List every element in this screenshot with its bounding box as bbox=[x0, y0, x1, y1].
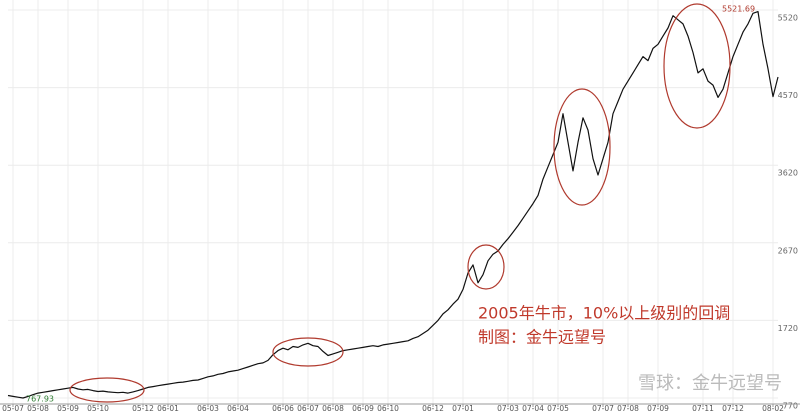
x-tick-label: 07-12 bbox=[722, 404, 744, 413]
y-tick-label: 2670 bbox=[778, 246, 798, 255]
x-tick-label: 05-10 bbox=[87, 404, 109, 413]
x-tick-label: 06-09 bbox=[352, 404, 374, 413]
x-tick-label: 07-03 bbox=[497, 404, 519, 413]
y-tick-label: 4570 bbox=[778, 91, 798, 100]
x-tick-label: 07-08 bbox=[617, 404, 639, 413]
x-tick-label: 06-12 bbox=[422, 404, 444, 413]
highlight-ellipse bbox=[467, 244, 505, 290]
x-tick-label: 06-10 bbox=[377, 404, 399, 413]
y-tick-label: 3620 bbox=[778, 169, 798, 178]
x-tick-label: 05-07 bbox=[2, 404, 24, 413]
x-tick-label: 05-08 bbox=[27, 404, 49, 413]
highlight-ellipse bbox=[553, 88, 611, 206]
y-tick-label: 1720 bbox=[778, 324, 798, 333]
x-tick-label: 08-02 bbox=[762, 404, 784, 413]
x-tick-label: 06-07 bbox=[297, 404, 319, 413]
x-tick-label: 07-05 bbox=[547, 404, 569, 413]
x-tick-label: 07-07 bbox=[592, 404, 614, 413]
x-tick-label: 07-04 bbox=[522, 404, 544, 413]
y-tick-label: 5520 bbox=[778, 14, 798, 23]
watermark: 雪球：金牛远望号 bbox=[638, 373, 782, 394]
x-tick-label: 07-09 bbox=[647, 404, 669, 413]
x-tick-label: 05-09 bbox=[57, 404, 79, 413]
x-tick-label: 06-03 bbox=[197, 404, 219, 413]
x-tick-label: 06-06 bbox=[272, 404, 294, 413]
x-tick-label: 06-01 bbox=[157, 404, 179, 413]
annotation: 2005年牛市，10%以上级别的回调 bbox=[478, 304, 730, 323]
annotation: 制图：金牛远望号 bbox=[478, 328, 606, 347]
y-tick-label: 770 bbox=[783, 402, 798, 411]
price-line bbox=[7, 11, 779, 399]
x-tick-label: 07-11 bbox=[692, 404, 714, 413]
highlight-ellipse bbox=[663, 3, 731, 129]
highlight-ellipse bbox=[69, 377, 145, 403]
x-tick-label: 06-08 bbox=[322, 404, 344, 413]
max-label: 5521.69 bbox=[722, 5, 755, 14]
x-tick-label: 07-01 bbox=[452, 404, 474, 413]
x-tick-label: 06-04 bbox=[227, 404, 249, 413]
highlight-ellipse bbox=[272, 337, 344, 367]
plot bbox=[7, 11, 779, 399]
x-tick-label: 05-12 bbox=[132, 404, 154, 413]
min-label: 767.93 bbox=[26, 395, 54, 404]
